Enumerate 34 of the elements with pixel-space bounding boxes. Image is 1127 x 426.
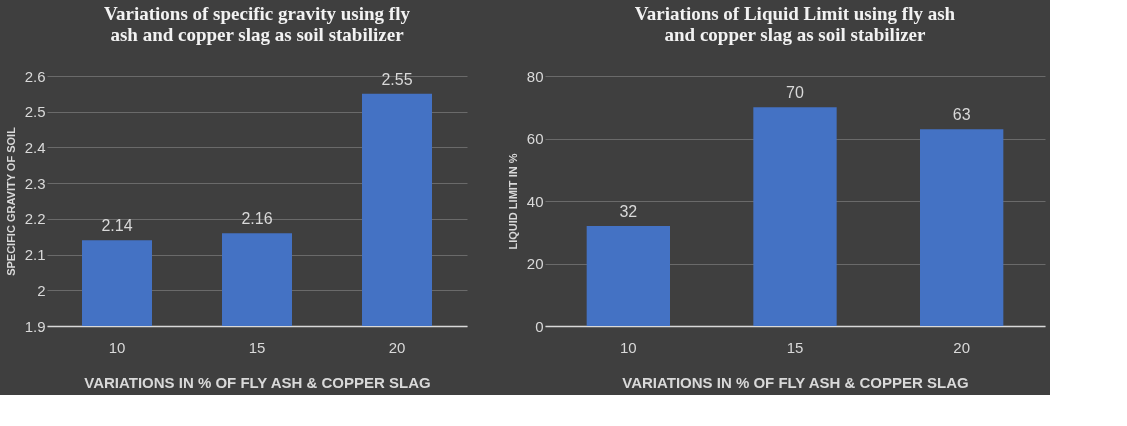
- y-tick-label: 20: [526, 255, 544, 272]
- x-tick-label: 15: [248, 338, 266, 356]
- y-tick-label: 2.3: [24, 174, 46, 192]
- chart-title: Variations of specific gravity using fly ash and copper slag as soil stabilizer: [104, 3, 411, 45]
- x-tick-label: 20: [388, 338, 406, 356]
- x-tick-label: 10: [108, 338, 126, 356]
- y-tick-label: 1.9: [24, 317, 46, 335]
- data-label: 2.16: [241, 210, 273, 228]
- chart-title: Variations of Liquid Limit using fly ash and copper slag as soil stabilizer: [634, 3, 956, 45]
- bar: [586, 226, 670, 326]
- x-tick-label: 10: [619, 338, 637, 356]
- y-tick-label: 2: [37, 281, 46, 299]
- data-label: 2.55: [381, 70, 413, 88]
- x-tick-label: 15: [786, 338, 804, 356]
- y-tick-label: 60: [526, 130, 544, 147]
- data-label: 32: [619, 203, 638, 220]
- y-tick-label: 0: [535, 317, 544, 335]
- y-tick-label: 2.2: [24, 210, 46, 228]
- x-tick-label: 20: [953, 338, 971, 356]
- y-tick-label: 2.6: [24, 67, 46, 85]
- data-label: 63: [952, 106, 971, 124]
- y-tick-label: 80: [526, 67, 544, 85]
- bar: [920, 129, 1004, 326]
- y-axis-title: LIQUID LIMIT IN %: [506, 153, 519, 250]
- x-axis-title: VARIATIONS IN % OF FLY ASH & COPPER SLAG: [622, 373, 969, 391]
- y-tick-label: 2.1: [24, 246, 46, 264]
- data-label: 2.14: [101, 217, 133, 235]
- y-axis-title: SPECIFIC GRAVITY OF SOIL: [4, 126, 17, 276]
- y-tick-label: 40: [526, 192, 544, 210]
- data-label: 70: [786, 84, 804, 102]
- y-tick-label: 2.4: [24, 138, 46, 156]
- bar: [753, 107, 837, 326]
- y-tick-label: 2.5: [24, 103, 46, 121]
- x-axis-title: VARIATIONS IN % OF FLY ASH & COPPER SLAG: [84, 373, 431, 391]
